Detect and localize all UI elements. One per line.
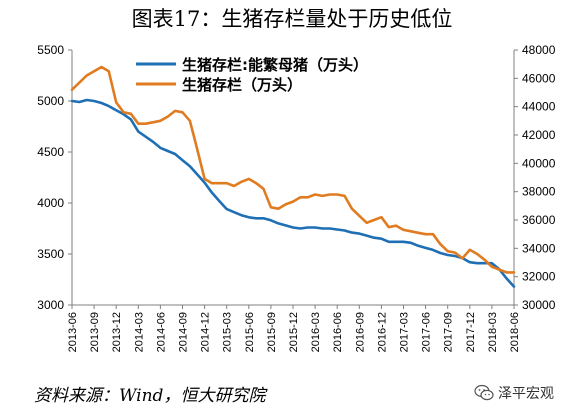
axes: 3000 3500 4000 4500 5000 5500 30000 32000 34000 3… xyxy=(37,43,555,352)
x-tick-label: 2017-03 xyxy=(399,312,411,352)
y-right-tick-label: 36000 xyxy=(522,213,556,227)
y-left-tick-label: 5000 xyxy=(37,94,64,108)
x-tick-label: 2016-12 xyxy=(376,312,388,352)
y-left-tick-label: 3000 xyxy=(37,298,64,312)
x-tick-label: 2015-12 xyxy=(288,312,300,352)
x-tick-label: 2014-09 xyxy=(178,312,190,352)
x-tick-label: 2017-06 xyxy=(421,312,433,352)
x-tick-label: 2016-03 xyxy=(310,312,322,352)
y-right-tick-label: 40000 xyxy=(522,156,556,170)
y-right-tick-label: 32000 xyxy=(522,270,556,284)
y-right-tick-label: 42000 xyxy=(522,128,556,142)
chart-title: 图表17：生猪存栏量处于历史低位 xyxy=(131,7,453,31)
x-tick-label: 2014-12 xyxy=(200,312,212,352)
y-right-tick-label: 46000 xyxy=(522,71,556,85)
x-tick-label: 2014-06 xyxy=(155,312,167,352)
source-note: 资料来源：Wind，恒大研究院 xyxy=(34,386,266,406)
y-left-tick-label: 4500 xyxy=(37,145,64,159)
legend: 生猪存栏:能繁母猪（万头） 生猪存栏（万头） xyxy=(136,56,368,94)
y-right-tick-label: 34000 xyxy=(522,241,556,255)
y-right-tick-label: 44000 xyxy=(522,100,556,114)
y-left-tick-label: 5500 xyxy=(37,43,64,57)
x-tick-label: 2015-09 xyxy=(266,312,278,352)
x-tick-label: 2015-03 xyxy=(222,312,234,352)
y-right-tick-label: 30000 xyxy=(522,298,556,312)
series-line-1 xyxy=(70,98,516,288)
watermark-text: 泽平宏观 xyxy=(498,386,554,402)
series-layer xyxy=(70,65,516,288)
wechat-icon xyxy=(474,384,494,401)
x-tick-label: 2014-03 xyxy=(133,312,145,352)
x-tick-label: 2016-06 xyxy=(332,312,344,352)
x-tick-label: 2013-12 xyxy=(111,312,123,352)
legend-label-2: 生猪存栏（万头） xyxy=(182,76,302,94)
y-left-tick-label: 4000 xyxy=(37,196,64,210)
x-tick-label: 2017-09 xyxy=(443,312,455,352)
x-tick-label: 2017-12 xyxy=(465,312,477,352)
x-tick-label: 2013-09 xyxy=(89,312,101,352)
x-tick-label: 2013-06 xyxy=(67,312,79,352)
y-right-tick-label: 38000 xyxy=(522,185,556,199)
y-right-tick-label: 48000 xyxy=(522,43,556,57)
x-tick-label: 2018-03 xyxy=(487,312,499,352)
legend-label-1: 生猪存栏:能繁母猪（万头） xyxy=(182,56,368,74)
x-tick-label: 2018-06 xyxy=(509,312,521,352)
watermark: 泽平宏观 xyxy=(474,383,554,403)
x-tick-label: 2015-06 xyxy=(244,312,256,352)
x-tick-label: 2016-09 xyxy=(354,312,366,352)
series-line-2 xyxy=(70,65,516,274)
y-left-tick-label: 3500 xyxy=(37,247,64,261)
